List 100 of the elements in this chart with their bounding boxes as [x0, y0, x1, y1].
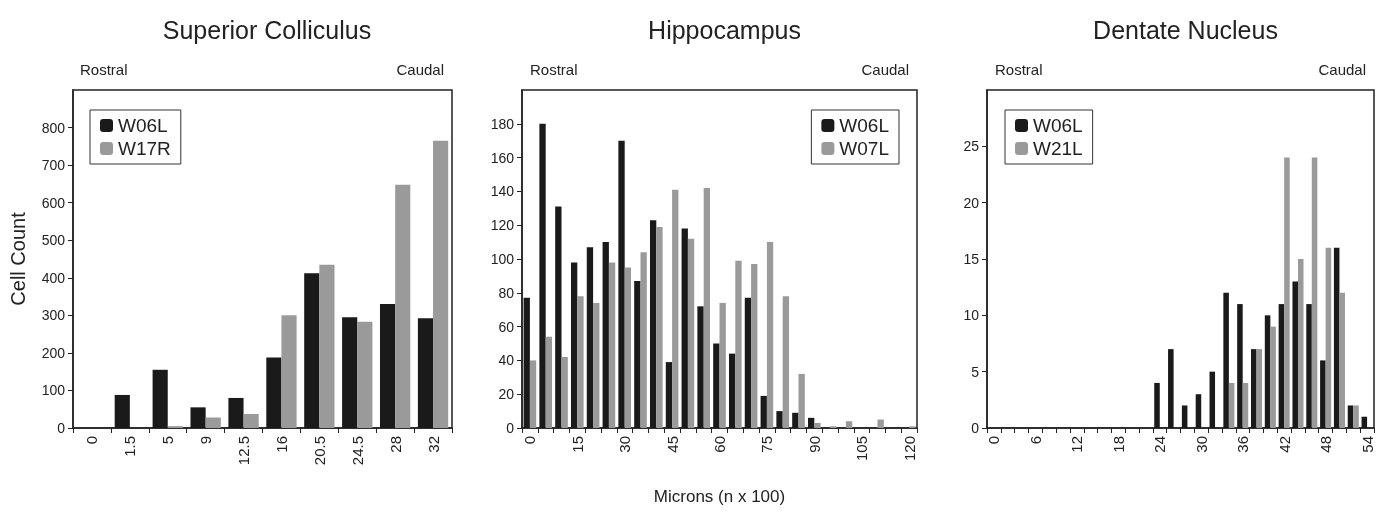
x-tick-label: 15: [568, 436, 586, 453]
bar: [319, 264, 335, 428]
x-axis-title: Microns (n x 100): [653, 487, 786, 506]
bar: [798, 373, 805, 428]
bar: [877, 419, 884, 428]
bar: [1228, 382, 1235, 428]
bar: [656, 226, 663, 428]
legend-label: W06L: [839, 115, 890, 136]
x-tick-label: 0: [985, 436, 1003, 445]
y-tick-label: 10: [963, 307, 980, 324]
text: Rostral: [995, 61, 1043, 78]
x-tick-label: 24.5: [348, 436, 366, 466]
bar: [1284, 157, 1290, 428]
bar: [433, 140, 449, 428]
y-tick-label: 140: [490, 183, 515, 200]
x-tick-label: 12.5: [235, 436, 253, 466]
bar: [281, 315, 297, 428]
bar: [1242, 382, 1249, 428]
y-tick-label: 25: [963, 138, 980, 155]
x-tick-label: 32: [424, 436, 442, 453]
bar: [593, 302, 600, 428]
y-tick-label: 60: [498, 318, 515, 335]
x-tick-label: 12: [1068, 436, 1086, 453]
bar: [1311, 157, 1318, 428]
text: Caudal: [1318, 61, 1367, 78]
bar: [1256, 349, 1263, 428]
x-tick-label: 75: [758, 436, 776, 453]
y-tick-label: 40: [498, 352, 515, 369]
y-tick-label: 300: [41, 307, 66, 324]
x-tick-label: 20.5: [310, 436, 328, 466]
x-tick-label: 18: [1109, 436, 1127, 453]
bar: [735, 260, 742, 428]
x-tick-label: 90: [805, 436, 823, 453]
bar: [1297, 259, 1304, 428]
x-tick-label: 105: [853, 436, 871, 462]
bar: [608, 262, 616, 428]
legend-label: W07L: [839, 138, 890, 159]
bar: [751, 264, 758, 428]
bar: [529, 360, 537, 428]
x-tick-label: 30: [1192, 436, 1210, 453]
bar: [814, 422, 821, 428]
y-tick-label: 400: [41, 269, 66, 286]
y-tick-label: 120: [490, 217, 515, 234]
y-tick-label: 80: [498, 284, 515, 301]
x-tick-label: 45: [663, 436, 681, 453]
y-tick-label: 700: [41, 157, 66, 174]
y-tick-label: 100: [41, 382, 66, 399]
y-axis-title: Cell Count: [7, 211, 29, 306]
legend-label: W06L: [118, 115, 168, 136]
y-tick-label: 15: [963, 251, 980, 267]
bar: [640, 252, 647, 428]
bar: [687, 238, 695, 428]
x-tick-label: 6: [1026, 436, 1044, 445]
x-tick-label: 0: [83, 436, 101, 445]
y-tick-label: 200: [41, 344, 66, 361]
bar: [243, 414, 259, 428]
bar: [561, 357, 568, 428]
bar: [577, 296, 584, 428]
bar: [719, 302, 726, 428]
legend-label: W17R: [118, 138, 171, 159]
legend-label: W21L: [1033, 138, 1083, 159]
x-tick-label: 60: [711, 436, 728, 453]
y-tick-label: 5: [971, 363, 980, 380]
y-tick-label: 100: [490, 251, 515, 267]
text: Caudal: [861, 61, 910, 78]
bar: [1353, 405, 1359, 428]
text: Rostral: [530, 61, 578, 78]
bar: [624, 267, 632, 428]
y-tick-label: 600: [41, 194, 66, 211]
x-tick-label: 16: [272, 436, 290, 453]
x-tick-label: 28: [386, 436, 404, 453]
chart-title: Dentate Nucleus: [1093, 15, 1278, 44]
text: Rostral: [80, 61, 128, 78]
y-tick-label: 20: [963, 194, 980, 211]
bar: [357, 321, 373, 428]
bar: [1270, 326, 1276, 428]
bar: [782, 296, 790, 428]
legend-label: W06L: [1033, 115, 1083, 136]
bar: [205, 417, 221, 428]
x-tick-label: 0: [521, 436, 539, 445]
y-tick-label: 160: [490, 149, 515, 166]
y-tick-label: 20: [498, 386, 515, 403]
x-tick-label: 5: [159, 436, 177, 445]
x-tick-label: 48: [1317, 436, 1335, 453]
chart-title: Superior Colliculus: [162, 15, 372, 44]
bar: [672, 189, 679, 428]
bar: [1325, 247, 1332, 428]
chart-title: Hippocampus: [648, 15, 801, 44]
bar: [545, 336, 553, 428]
x-tick-label: 1.5: [121, 436, 139, 457]
x-tick-label: 24: [1151, 436, 1169, 453]
y-tick-label: 180: [490, 115, 515, 132]
x-tick-label: 42: [1275, 436, 1293, 453]
x-tick-label: 9: [197, 436, 215, 445]
y-tick-label: 500: [41, 232, 66, 249]
x-tick-label: 36: [1234, 436, 1252, 453]
bar: [703, 188, 711, 428]
x-tick-label: 30: [616, 436, 634, 453]
bar: [395, 184, 411, 428]
x-tick-label: 120: [900, 436, 918, 462]
